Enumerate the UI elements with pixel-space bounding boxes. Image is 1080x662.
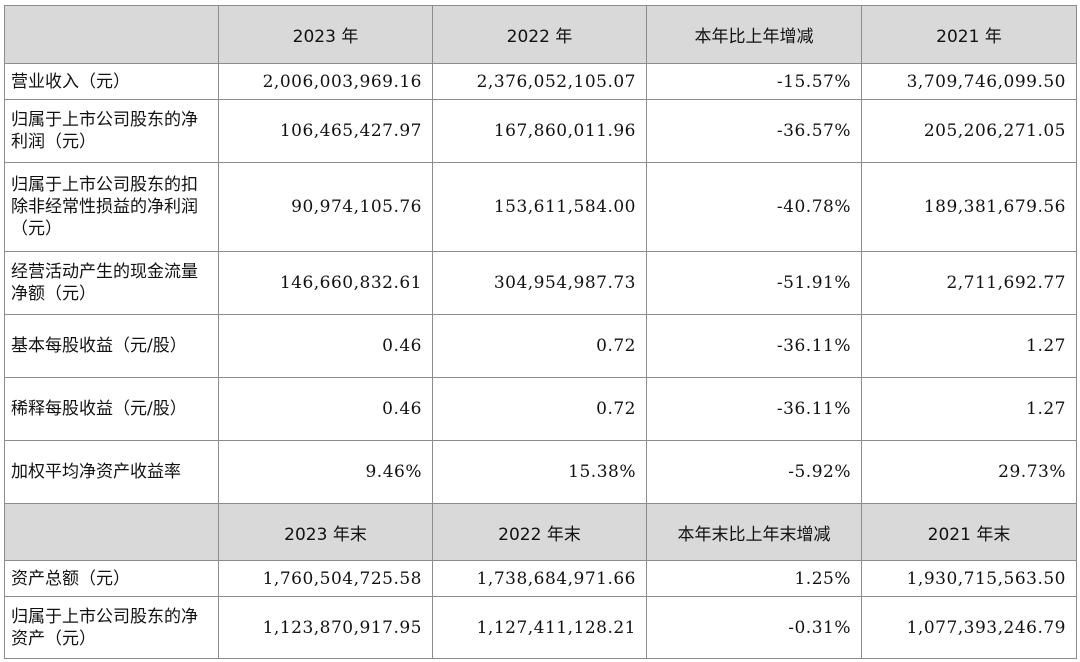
cell-2022: 1,738,684,971.66 <box>432 560 647 597</box>
cell-2021: 3,709,746,099.50 <box>861 63 1077 100</box>
cell-2021: 205,206,271.05 <box>861 99 1077 163</box>
subheader-change: 本年末比上年末增减 <box>646 503 862 561</box>
table-row: 归属于上市公司股东的扣除非经常性损益的净利润（元） 90,974,105.76 … <box>4 162 1077 252</box>
cell-change: 1.25% <box>646 560 862 597</box>
table-row: 营业收入（元） 2,006,003,969.16 2,376,052,105.0… <box>4 63 1077 100</box>
row-label: 归属于上市公司股东的扣除非经常性损益的净利润（元） <box>4 162 219 252</box>
cell-2022: 167,860,011.96 <box>432 99 647 163</box>
cell-2023: 0.46 <box>218 314 433 378</box>
cell-change: -36.11% <box>646 314 862 378</box>
cell-2023: 90,974,105.76 <box>218 162 433 252</box>
table-subheader-row: 2023 年末 2022 年末 本年末比上年末增减 2021 年末 <box>4 503 1077 561</box>
cell-2021: 1,077,393,246.79 <box>861 596 1077 659</box>
row-label: 基本每股收益（元/股） <box>4 314 219 378</box>
cell-2023: 9.46% <box>218 440 433 504</box>
subheader-2021: 2021 年末 <box>861 503 1077 561</box>
header-change: 本年比上年增减 <box>646 5 862 64</box>
cell-2023: 106,465,427.97 <box>218 99 433 163</box>
cell-2022: 304,954,987.73 <box>432 251 647 315</box>
cell-change: -40.78% <box>646 162 862 252</box>
row-label: 归属于上市公司股东的净利润（元） <box>4 99 219 163</box>
header-corner-cell <box>4 5 219 64</box>
table-row: 资产总额（元） 1,760,504,725.58 1,738,684,971.6… <box>4 560 1077 597</box>
cell-2021: 1,930,715,563.50 <box>861 560 1077 597</box>
cell-2022: 153,611,584.00 <box>432 162 647 252</box>
row-label: 资产总额（元） <box>4 560 219 597</box>
header-2022: 2022 年 <box>432 5 647 64</box>
cell-2021: 1.27 <box>861 377 1077 441</box>
cell-2023: 1,123,870,917.95 <box>218 596 433 659</box>
cell-2023: 146,660,832.61 <box>218 251 433 315</box>
row-label: 归属于上市公司股东的净资产（元） <box>4 596 219 659</box>
cell-2023: 1,760,504,725.58 <box>218 560 433 597</box>
row-label: 稀释每股收益（元/股） <box>4 377 219 441</box>
table-row: 加权平均净资产收益率 9.46% 15.38% -5.92% 29.73% <box>4 440 1077 504</box>
cell-2022: 0.72 <box>432 314 647 378</box>
cell-2021: 2,711,692.77 <box>861 251 1077 315</box>
table-row: 归属于上市公司股东的净利润（元） 106,465,427.97 167,860,… <box>4 99 1077 163</box>
cell-2022: 1,127,411,128.21 <box>432 596 647 659</box>
subheader-corner-cell <box>4 503 219 561</box>
cell-2022: 2,376,052,105.07 <box>432 63 647 100</box>
cell-2021: 1.27 <box>861 314 1077 378</box>
cell-2022: 0.72 <box>432 377 647 441</box>
cell-change: -5.92% <box>646 440 862 504</box>
cell-2021: 189,381,679.56 <box>861 162 1077 252</box>
financial-summary-table: 2023 年 2022 年 本年比上年增减 2021 年 营业收入（元） 2,0… <box>4 5 1077 659</box>
cell-change: -0.31% <box>646 596 862 659</box>
header-2023: 2023 年 <box>218 5 433 64</box>
row-label: 加权平均净资产收益率 <box>4 440 219 504</box>
subheader-2023: 2023 年末 <box>218 503 433 561</box>
cell-change: -15.57% <box>646 63 862 100</box>
financial-summary-table-container: 2023 年 2022 年 本年比上年增减 2021 年 营业收入（元） 2,0… <box>4 5 1077 659</box>
row-label: 经营活动产生的现金流量净额（元） <box>4 251 219 315</box>
cell-2022: 15.38% <box>432 440 647 504</box>
table-row: 经营活动产生的现金流量净额（元） 146,660,832.61 304,954,… <box>4 251 1077 315</box>
table-row: 基本每股收益（元/股） 0.46 0.72 -36.11% 1.27 <box>4 314 1077 378</box>
table-row: 稀释每股收益（元/股） 0.46 0.72 -36.11% 1.27 <box>4 377 1077 441</box>
cell-2023: 2,006,003,969.16 <box>218 63 433 100</box>
cell-change: -36.11% <box>646 377 862 441</box>
row-label: 营业收入（元） <box>4 63 219 100</box>
table-row: 归属于上市公司股东的净资产（元） 1,123,870,917.95 1,127,… <box>4 596 1077 659</box>
cell-change: -51.91% <box>646 251 862 315</box>
subheader-2022: 2022 年末 <box>432 503 647 561</box>
cell-change: -36.57% <box>646 99 862 163</box>
cell-2021: 29.73% <box>861 440 1077 504</box>
cell-2023: 0.46 <box>218 377 433 441</box>
header-2021: 2021 年 <box>861 5 1077 64</box>
table-header-row: 2023 年 2022 年 本年比上年增减 2021 年 <box>4 5 1077 64</box>
